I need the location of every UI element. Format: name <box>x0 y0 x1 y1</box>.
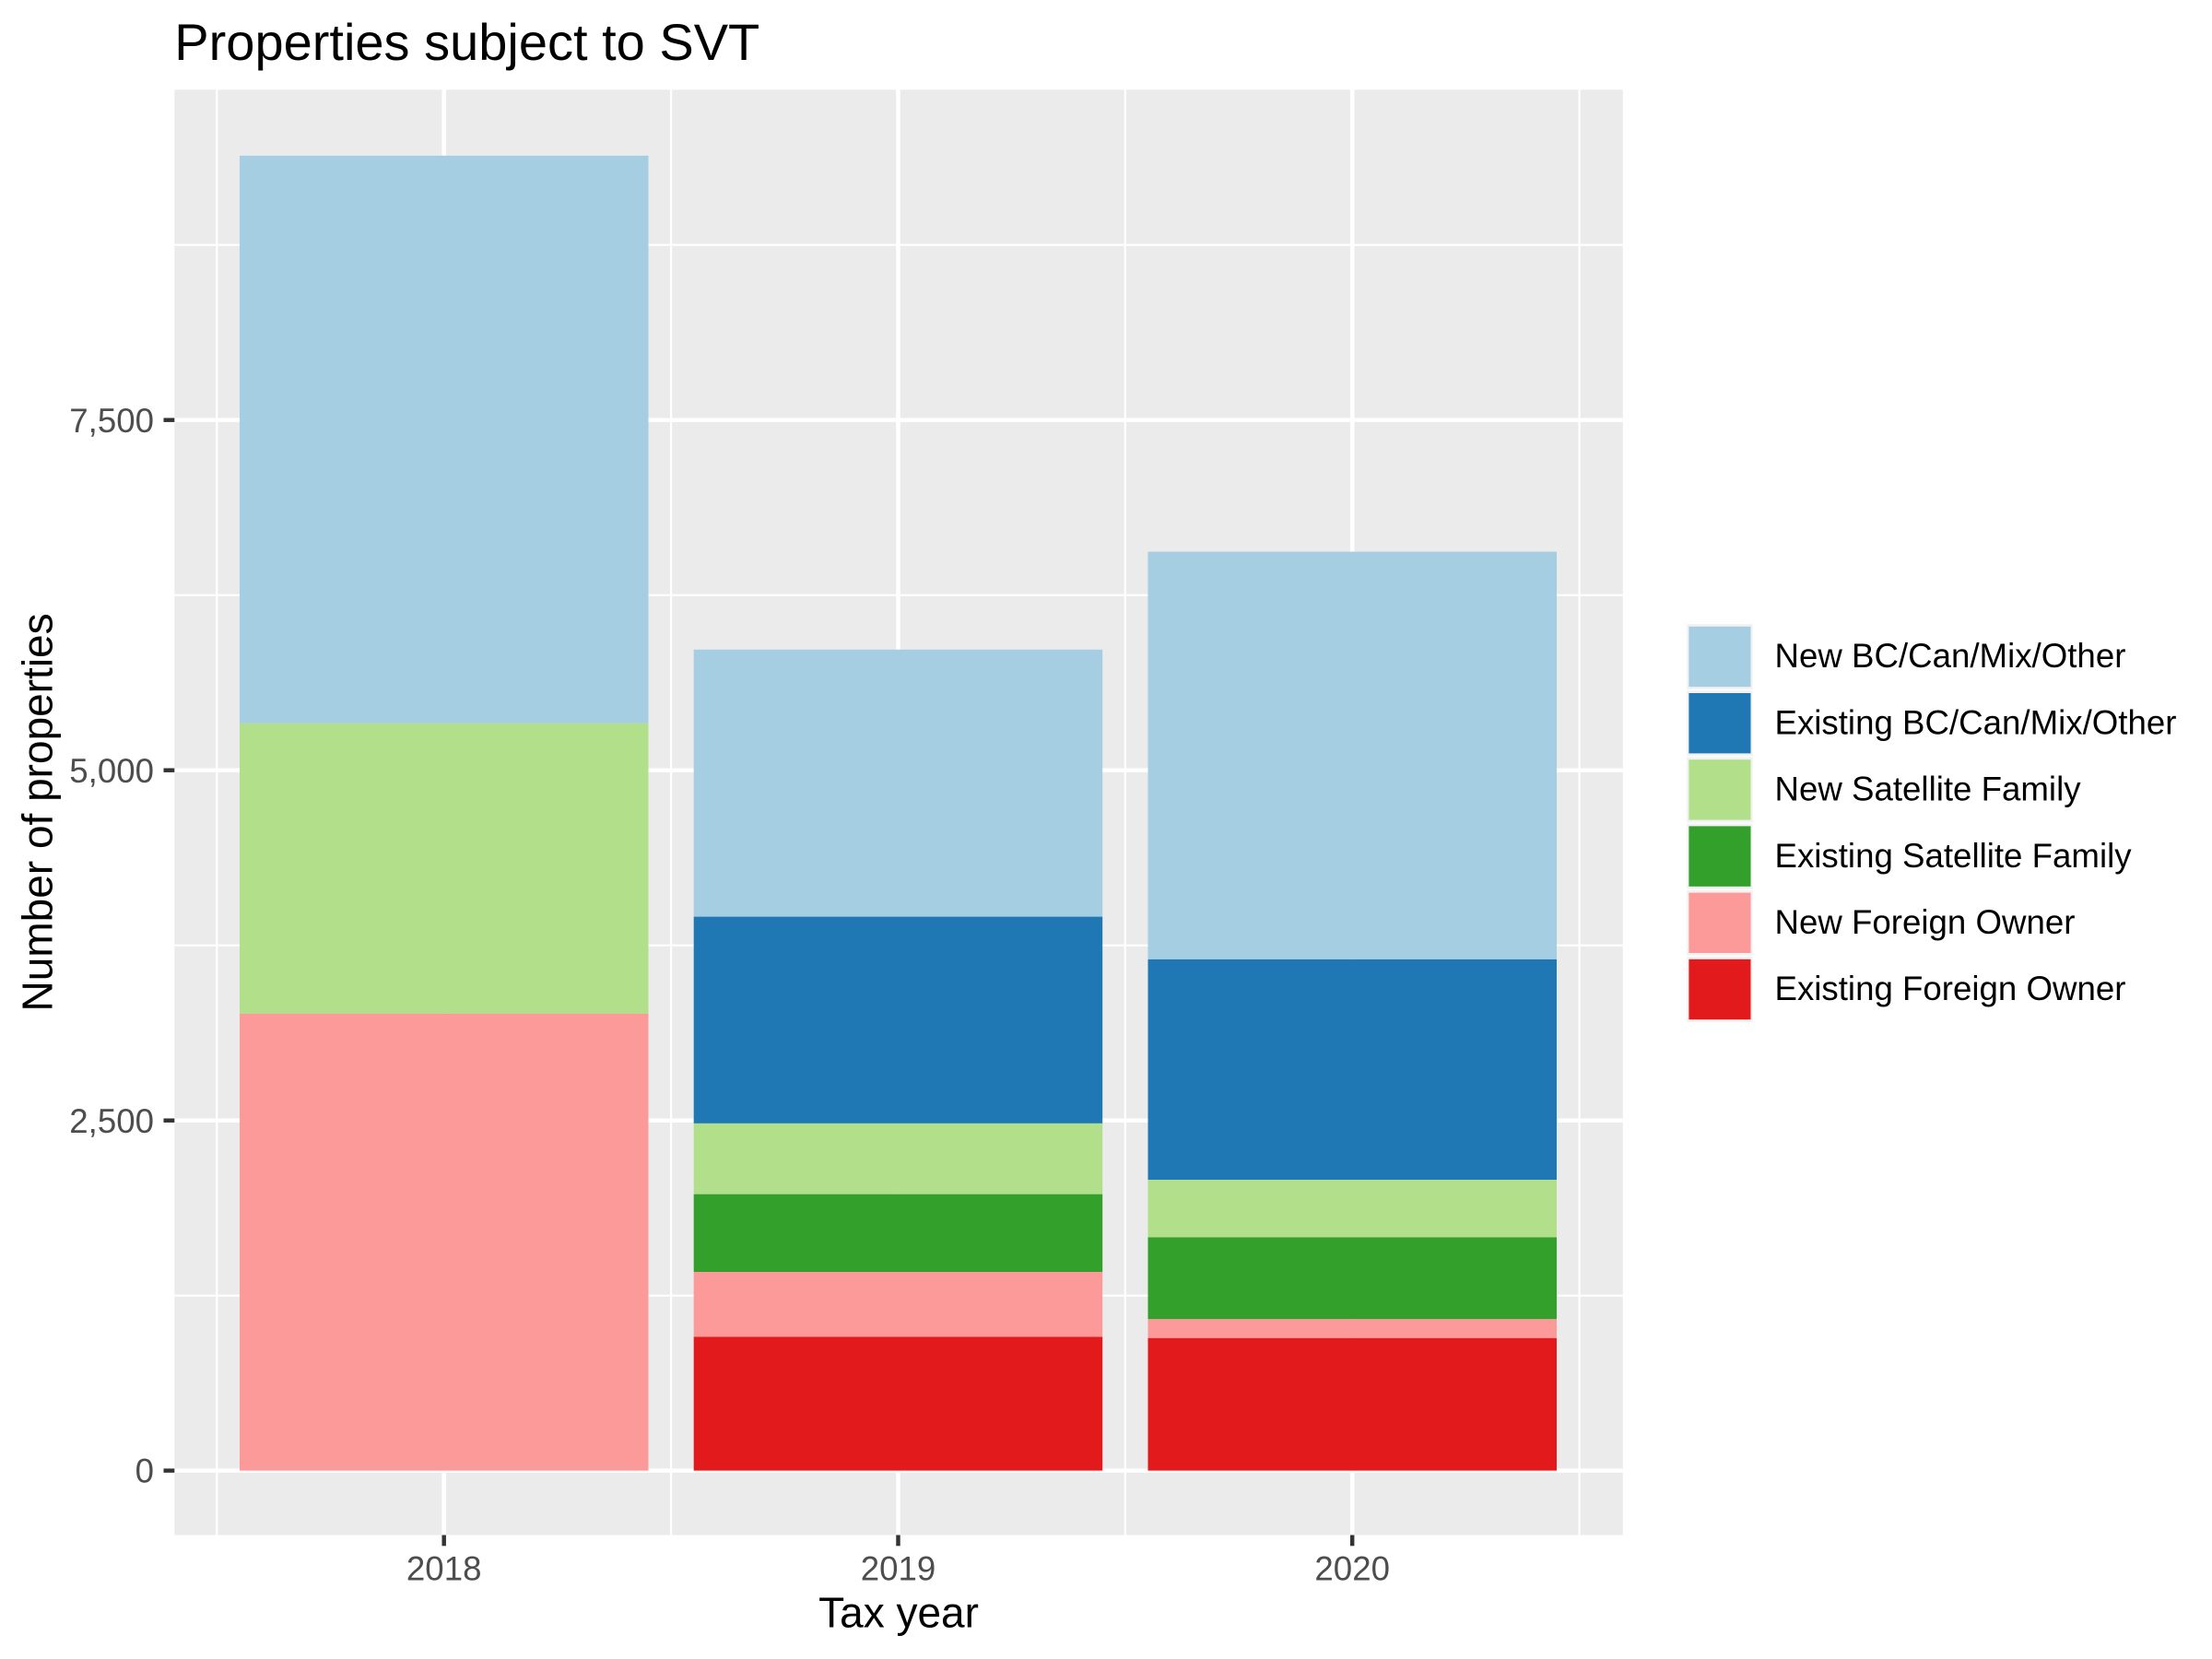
svg-text:5,000: 5,000 <box>69 752 154 790</box>
svg-text:2020: 2020 <box>1314 1549 1390 1587</box>
svg-text:Existing Foreign Owner: Existing Foreign Owner <box>1775 970 2126 1007</box>
svg-text:7,500: 7,500 <box>69 402 154 440</box>
svg-text:Tax year: Tax year <box>818 1589 979 1637</box>
svg-text:New Foreign Owner: New Foreign Owner <box>1775 903 2076 941</box>
svg-text:Properties subject to SVT: Properties subject to SVT <box>174 13 759 71</box>
svg-text:2,500: 2,500 <box>69 1102 154 1140</box>
svg-text:Number of properties: Number of properties <box>14 613 62 1011</box>
svg-text:New Satellite Family: New Satellite Family <box>1775 771 2082 808</box>
svg-text:2018: 2018 <box>406 1549 482 1587</box>
svg-text:2019: 2019 <box>861 1549 936 1587</box>
svg-text:0: 0 <box>135 1453 154 1490</box>
svg-text:Existing BC/Can/Mix/Other: Existing BC/Can/Mix/Other <box>1775 703 2177 741</box>
svg-text:New BC/Can/Mix/Other: New BC/Can/Mix/Other <box>1775 637 2126 675</box>
svg-text:Existing Satellite Family: Existing Satellite Family <box>1775 837 2133 875</box>
